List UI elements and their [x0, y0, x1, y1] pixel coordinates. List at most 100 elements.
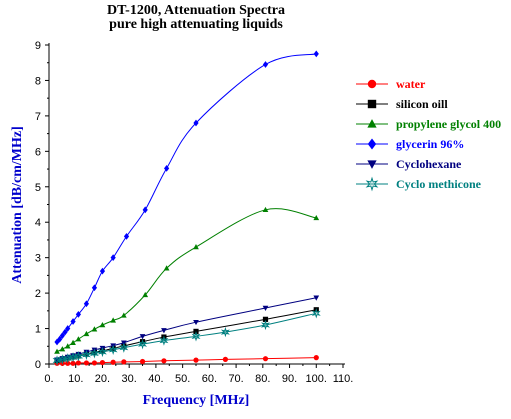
data-point: [220, 326, 230, 338]
data-point: [57, 335, 63, 343]
legend-entry: propylene glycol 400: [356, 117, 501, 131]
data-point: [75, 310, 81, 318]
x-tick-label: 50.: [175, 373, 190, 385]
data-point: [193, 319, 199, 326]
legend-marker: [367, 79, 377, 89]
x-tick-label: 10.: [68, 373, 83, 385]
legend-marker: [367, 138, 377, 150]
data-point: [193, 119, 199, 127]
data-point: [70, 339, 76, 345]
data-point: [119, 342, 129, 353]
data-point: [123, 233, 130, 240]
legend-marker: [367, 160, 377, 169]
chart-subtitle: pure high attenuating liquids: [109, 17, 283, 32]
data-point: [64, 354, 71, 360]
legend-label: water: [396, 77, 426, 91]
series-2: [54, 206, 320, 354]
data-point: [193, 244, 199, 250]
data-point: [159, 335, 169, 346]
data-point: [59, 332, 65, 340]
x-tick-label: 40.: [148, 373, 163, 385]
data-point: [91, 284, 98, 292]
data-point: [91, 326, 98, 332]
data-point: [142, 291, 149, 298]
data-point: [142, 206, 148, 214]
legend-label: glycerin 96%: [396, 137, 464, 151]
x-tick-label: 90.: [282, 373, 297, 385]
legend-entry: silicon oill: [356, 97, 448, 111]
data-point: [161, 328, 167, 334]
y-axis-label: Attenuation [dB/cm/MHz]: [10, 126, 25, 283]
data-point: [97, 346, 107, 358]
data-point: [313, 214, 320, 221]
x-tick-label: 20.: [95, 373, 110, 385]
data-point: [75, 336, 82, 342]
data-point: [73, 351, 83, 362]
series-layer: [52, 50, 321, 366]
y-tick-label: 9: [35, 40, 41, 52]
chart-title: DT-1200, Attenuation Spectra: [107, 3, 285, 18]
data-point: [54, 338, 60, 346]
x-axis-label: Frequency [MHz]: [143, 393, 250, 408]
data-point: [54, 348, 60, 354]
data-point: [110, 254, 116, 262]
legend: water silicon oill propylene glycol 400 gly…: [356, 77, 501, 192]
data-point: [62, 328, 68, 336]
y-tick-label: 7: [35, 111, 41, 123]
data-point: [75, 351, 82, 358]
data-point: [99, 267, 106, 275]
series-line: [56, 53, 317, 343]
legend-label: Cyclo methicone: [396, 177, 482, 191]
data-point: [110, 359, 116, 365]
data-point: [81, 349, 91, 360]
data-point: [83, 330, 90, 337]
legend-entry: Cyclohexane: [356, 157, 462, 171]
legend-entry: Cyclo methicone: [356, 176, 482, 192]
y-tick-label: 4: [35, 217, 41, 229]
data-point: [59, 346, 66, 352]
y-tick-label: 8: [35, 75, 41, 87]
data-point: [139, 334, 146, 340]
data-point: [70, 360, 76, 366]
series-line: [56, 312, 317, 361]
y-tick-label: 1: [35, 324, 41, 336]
data-point: [120, 312, 127, 318]
data-point: [222, 356, 228, 362]
x-tick-label: 80.: [255, 373, 270, 385]
y-tick-label: 5: [35, 182, 41, 194]
data-point: [313, 50, 319, 58]
data-point: [99, 359, 106, 366]
axes: 0. 10. 20. 30. 40. 50. 60. 70. 80. 90. 100. 110. 0 1 2…: [35, 40, 353, 385]
legend-label: silicon oill: [396, 97, 448, 111]
data-point: [262, 305, 269, 311]
data-point: [91, 360, 98, 366]
data-point: [193, 357, 199, 363]
data-point: [163, 265, 170, 271]
legend-entry: glycerin 96%: [356, 137, 464, 151]
data-point: [110, 317, 117, 323]
data-point: [262, 356, 269, 362]
data-point: [83, 360, 90, 366]
data-point: [313, 355, 319, 361]
data-point: [75, 360, 81, 366]
x-tick-label: 30.: [122, 373, 137, 385]
data-point: [139, 358, 146, 365]
data-point: [121, 359, 127, 365]
legend-marker: [365, 176, 379, 192]
x-tick-label: 100.: [306, 373, 327, 385]
series-0: [54, 355, 319, 366]
data-point: [262, 61, 269, 68]
data-point: [83, 300, 90, 308]
legend-marker: [367, 99, 377, 109]
data-point: [262, 316, 269, 322]
series-3: [54, 50, 319, 346]
data-point: [191, 331, 201, 342]
data-point: [108, 344, 118, 355]
data-point: [65, 325, 71, 332]
data-point: [59, 356, 66, 362]
data-point: [261, 319, 270, 331]
data-point: [262, 206, 269, 213]
data-point: [164, 164, 170, 172]
series-5: [52, 308, 321, 366]
